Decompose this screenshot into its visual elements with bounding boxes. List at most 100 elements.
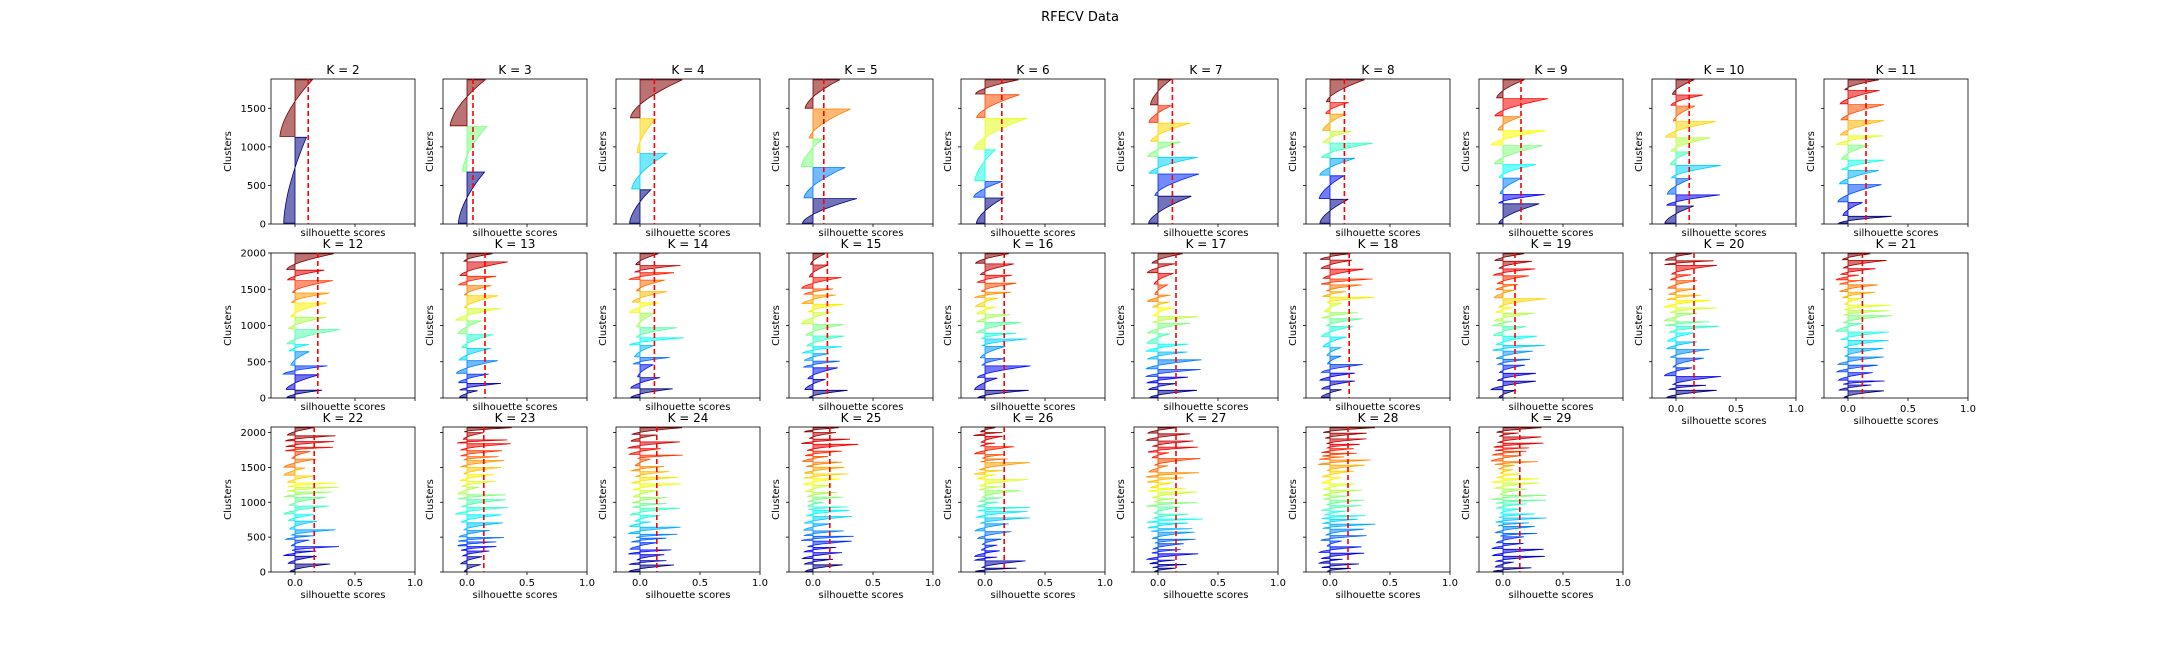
cluster-band <box>975 314 1011 323</box>
cluster-band <box>1320 505 1362 511</box>
cluster-band <box>978 479 1028 487</box>
cluster-band <box>808 108 851 139</box>
cluster-band <box>1321 518 1358 524</box>
axes-frame <box>960 78 1106 225</box>
x-axis-label: silhouette scores <box>301 590 386 601</box>
cluster-band <box>1325 102 1349 114</box>
panel-k-21: K = 21 0.0 0.5 1.0 silhouette scores Clusters <box>1806 237 1976 427</box>
cluster-band <box>1668 288 1696 295</box>
cluster-band <box>291 451 311 459</box>
y-tick-label: 1000 <box>241 321 266 332</box>
x-tick-label: 1.0 <box>752 578 768 589</box>
cluster-band <box>631 153 669 190</box>
cluster-band <box>279 79 314 137</box>
panel-k-5: K = 5 silhouette scores Clusters <box>771 63 934 239</box>
cluster-band <box>1668 325 1720 333</box>
cluster-band <box>1498 203 1540 224</box>
cluster-band <box>1664 260 1714 265</box>
cluster-band <box>805 509 850 517</box>
cluster-band <box>284 491 333 498</box>
x-axis-label: silhouette scores <box>646 402 731 413</box>
x-tick-label: 0.0 <box>1840 404 1856 415</box>
x-tick-label: 0.5 <box>519 578 535 589</box>
cluster-band <box>458 383 502 391</box>
cluster-band <box>1492 268 1536 276</box>
cluster-band <box>289 302 327 317</box>
cluster-band <box>1495 499 1547 504</box>
panel-k-4: K = 4 silhouette scores Clusters <box>598 63 761 239</box>
cluster-band <box>979 486 1003 491</box>
cluster-band <box>635 327 678 338</box>
cluster-band <box>1325 79 1365 103</box>
x-axis-label: silhouette scores <box>819 590 904 601</box>
panel-k-15: K = 15 silhouette scores Clusters <box>771 237 934 413</box>
cluster-band <box>283 136 308 224</box>
cluster-band <box>981 490 1022 498</box>
cluster-band <box>974 253 1009 264</box>
cluster-band <box>1844 348 1884 357</box>
panel-k-6: K = 6 silhouette scores Clusters <box>943 63 1106 239</box>
cluster-band <box>976 274 1012 283</box>
x-tick-label: 0.0 <box>1668 404 1684 415</box>
cluster-band <box>1320 142 1374 158</box>
x-tick-label: 1.0 <box>1788 404 1804 415</box>
y-axis-label: Clusters <box>1288 479 1299 520</box>
cluster-band <box>1494 98 1548 117</box>
panel-k-7: K = 7 silhouette scores Clusters <box>1116 63 1279 239</box>
panel-title: K = 14 <box>668 237 709 251</box>
y-axis-label: Clusters <box>1634 305 1645 346</box>
panel-k-26: K = 26 0.0 0.5 1.0 silhouette scores Clusters <box>943 411 1113 601</box>
cluster-band <box>1497 194 1545 204</box>
cluster-band <box>806 501 824 507</box>
cluster-band <box>458 537 505 542</box>
cluster-band <box>459 460 505 468</box>
cluster-band <box>973 117 1028 150</box>
x-tick-label: 0.5 <box>1037 578 1053 589</box>
cluster-band <box>1151 452 1169 459</box>
cluster-band <box>456 439 508 444</box>
cluster-band <box>288 497 326 506</box>
cluster-band <box>1672 357 1704 368</box>
cluster-band <box>980 435 1003 443</box>
x-axis-label: silhouette scores <box>991 590 1076 601</box>
x-axis-label: silhouette scores <box>1164 228 1249 239</box>
cluster-band <box>1667 280 1698 289</box>
cluster-band <box>629 542 657 550</box>
cluster-band <box>1148 105 1172 123</box>
cluster-band <box>801 438 850 444</box>
cluster-band <box>629 189 652 224</box>
cluster-band <box>1496 79 1525 99</box>
cluster-band <box>1670 94 1703 106</box>
cluster-band <box>804 79 840 109</box>
axes-frame <box>788 426 934 573</box>
y-axis-label: Clusters <box>1288 131 1299 172</box>
cluster-band <box>291 280 334 293</box>
cluster-band <box>1320 312 1359 319</box>
cluster-band <box>1146 294 1171 302</box>
cluster-band <box>1150 122 1191 142</box>
cluster-band <box>1154 538 1196 544</box>
cluster-band <box>632 503 667 508</box>
cluster-band <box>801 456 829 462</box>
cluster-band <box>1498 432 1519 437</box>
cluster-band <box>1326 540 1342 547</box>
panel-k-29: K = 29 0.0 0.5 1.0 silhouette scores Clusters <box>1461 411 1631 601</box>
cluster-band <box>1494 253 1525 261</box>
cluster-band <box>1320 448 1354 453</box>
panel-title: K = 22 <box>323 411 364 425</box>
cluster-band <box>1145 472 1200 478</box>
cluster-band <box>1325 296 1375 303</box>
cluster-band <box>1149 482 1173 489</box>
x-tick-label: 0.5 <box>865 578 881 589</box>
x-axis-label: silhouette scores <box>1164 402 1249 413</box>
cluster-band <box>806 540 852 548</box>
cluster-band <box>977 507 1031 512</box>
x-axis-label: silhouette scores <box>301 228 386 239</box>
cluster-band <box>289 563 331 572</box>
cluster-band <box>1148 156 1198 174</box>
cluster-band <box>1153 498 1176 503</box>
cluster-band <box>463 253 493 262</box>
x-axis-label: silhouette scores <box>1854 228 1939 239</box>
cluster-band <box>1152 301 1171 308</box>
cluster-band <box>975 474 996 480</box>
